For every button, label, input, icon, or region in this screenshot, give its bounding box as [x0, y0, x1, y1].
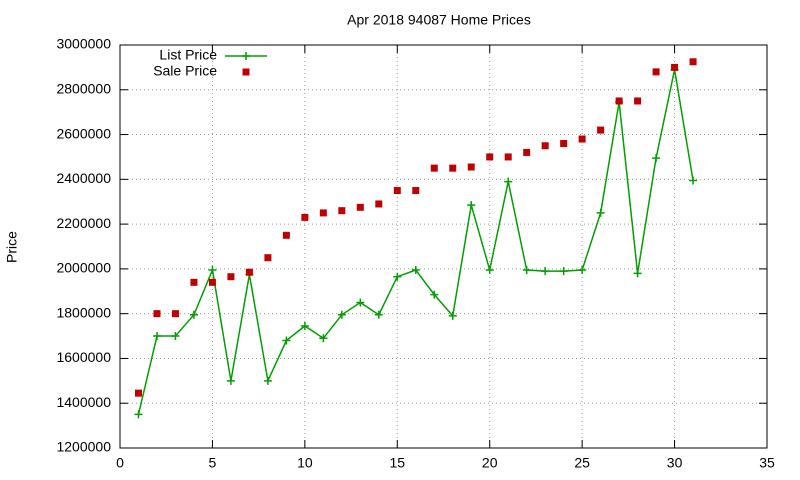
- data-point: [578, 266, 587, 275]
- data-point: [375, 200, 383, 208]
- data-point: [263, 376, 272, 385]
- data-point: [559, 267, 568, 276]
- data-point: [245, 268, 253, 276]
- data-point: [504, 153, 512, 161]
- x-tick-label: 30: [667, 455, 683, 471]
- x-tick-label: 20: [482, 455, 498, 471]
- data-point: [171, 332, 180, 341]
- data-point: [208, 266, 217, 275]
- y-tick-label: 1800000: [56, 304, 111, 320]
- x-tick-label: 25: [574, 455, 590, 471]
- x-tick-label: 10: [297, 455, 313, 471]
- y-tick-label: 2000000: [56, 260, 111, 276]
- data-point: [356, 298, 365, 307]
- x-tick-label: 15: [389, 455, 405, 471]
- data-point: [393, 187, 401, 195]
- data-point: [652, 68, 660, 76]
- data-point: [523, 148, 531, 156]
- data-point: [337, 310, 346, 319]
- data-point: [430, 164, 438, 172]
- data-point: [597, 126, 605, 134]
- plot-border: [119, 44, 768, 449]
- legend-label: Sale Price: [153, 63, 217, 79]
- data-point: [541, 142, 549, 150]
- data-point: [264, 254, 272, 262]
- chart-title: Apr 2018 94087 Home Prices: [347, 12, 531, 28]
- legend-label: List Price: [159, 47, 217, 63]
- data-point: [689, 176, 698, 185]
- data-point: [171, 310, 179, 318]
- data-point: [301, 213, 309, 221]
- data-point: [615, 97, 623, 105]
- y-tick-label: 1200000: [56, 439, 111, 455]
- y-axis-label: Price: [4, 231, 20, 263]
- y-tick-label: 2800000: [56, 80, 111, 96]
- data-point: [134, 410, 143, 419]
- data-point: [153, 310, 161, 318]
- data-point: [152, 332, 161, 341]
- data-point: [448, 311, 457, 320]
- data-point: [338, 207, 346, 215]
- data-point: [190, 278, 198, 286]
- data-point: [689, 58, 697, 66]
- y-tick-label: 3000000: [56, 36, 111, 52]
- data-point: [208, 278, 216, 286]
- x-tick-label: 0: [116, 455, 124, 471]
- data-point: [430, 290, 439, 299]
- data-point: [449, 164, 457, 172]
- data-point: [633, 269, 642, 278]
- data-point: [467, 163, 475, 171]
- y-tick-label: 2400000: [56, 170, 111, 186]
- y-tick-label: 2600000: [56, 125, 111, 141]
- data-point: [485, 266, 494, 275]
- data-point: [467, 201, 476, 210]
- data-point: [189, 310, 198, 319]
- y-tick-label: 1600000: [56, 349, 111, 365]
- legend-marker: [242, 68, 250, 76]
- data-point: [671, 63, 679, 71]
- data-point: [319, 209, 327, 217]
- data-point: [374, 310, 383, 319]
- data-point: [578, 135, 586, 143]
- data-point: [652, 154, 661, 163]
- data-point: [282, 231, 290, 239]
- y-tick-label: 2200000: [56, 215, 111, 231]
- y-tick-label: 1400000: [56, 394, 111, 410]
- x-tick-label: 5: [209, 455, 217, 471]
- data-point: [319, 334, 328, 343]
- data-point: [504, 177, 513, 186]
- data-point: [560, 140, 568, 148]
- data-point: [134, 389, 142, 397]
- data-point: [227, 273, 235, 281]
- data-point: [356, 203, 364, 211]
- data-point: [486, 153, 494, 161]
- data-point: [411, 266, 420, 275]
- data-point: [300, 321, 309, 330]
- data-point: [596, 208, 605, 217]
- data-point: [522, 266, 531, 275]
- legend-marker: [242, 52, 250, 60]
- data-point: [282, 336, 291, 345]
- data-point: [541, 267, 550, 276]
- data-point: [226, 376, 235, 385]
- x-tick-label: 35: [759, 455, 775, 471]
- data-point: [393, 272, 402, 281]
- data-point: [634, 97, 642, 105]
- data-point: [412, 187, 420, 195]
